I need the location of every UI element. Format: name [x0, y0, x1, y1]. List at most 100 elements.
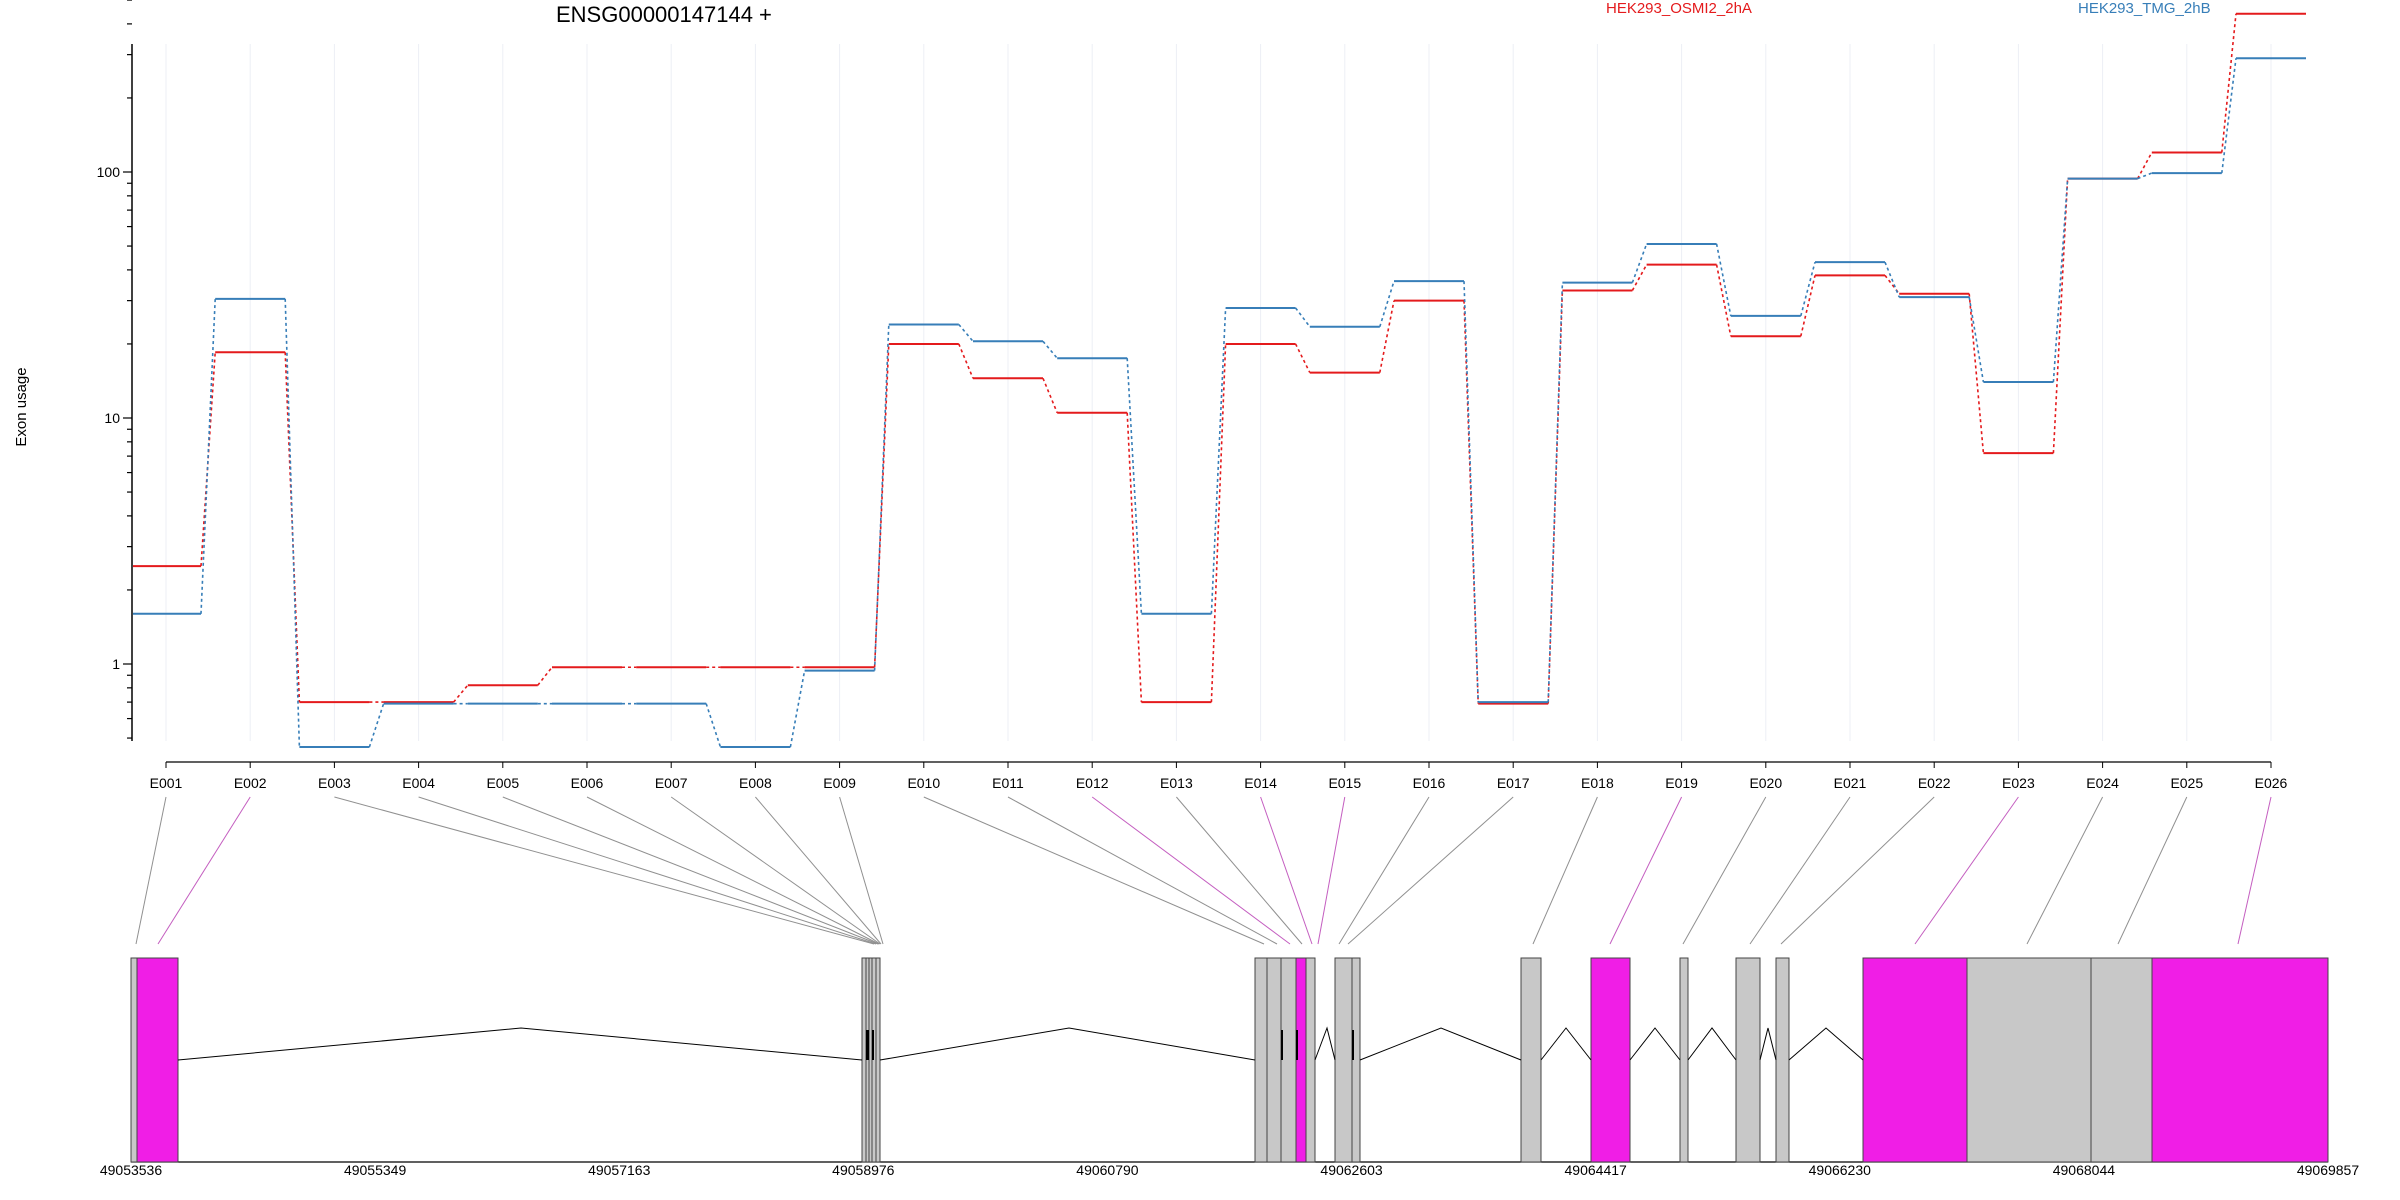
x-tick-label-e004: E004	[402, 775, 435, 791]
grid-lines	[165, 44, 2272, 741]
connector-line	[839, 796, 884, 945]
genomic-tick-label: 49064417	[1565, 1162, 1628, 1178]
genomic-tick-label: 49069857	[2297, 1162, 2360, 1178]
connector-line	[1007, 796, 1278, 945]
series-1-transition	[1547, 282, 1564, 703]
connector-line	[1347, 796, 1514, 945]
x-tick-label-e025: E025	[2170, 775, 2203, 791]
genomic-tick-label: 49062603	[1320, 1162, 1383, 1178]
exon-box	[1735, 957, 1761, 1163]
connector-line	[2237, 796, 2272, 945]
intron-line	[1540, 1027, 1592, 1061]
intron-line	[177, 1027, 863, 1061]
series-0-transition	[1294, 343, 1311, 373]
x-tick-label-e006: E006	[571, 775, 604, 791]
x-tick-label-e003: E003	[318, 775, 351, 791]
x-tick-label-e008: E008	[739, 775, 772, 791]
series-1-transition	[1968, 296, 1985, 383]
intron-line	[1687, 1027, 1737, 1061]
exon-box-dark	[1352, 1030, 1354, 1060]
exon-box-dark	[1296, 1030, 1298, 1060]
series-1-transition	[1379, 280, 1395, 327]
y-tick-label: 1	[112, 656, 120, 672]
series-1-transition	[1631, 243, 1648, 283]
y-axis-label: Exon usage	[13, 367, 30, 446]
exon-connectors	[135, 796, 2272, 945]
connector-line	[670, 796, 881, 945]
series-0-transition	[958, 343, 974, 379]
genomic-tick-label: 49068044	[2053, 1162, 2116, 1178]
series-0-transition	[1800, 275, 1816, 337]
x-tick-label-e002: E002	[234, 775, 267, 791]
x-tick-label-e020: E020	[1749, 775, 1782, 791]
x-tick-label-e001: E001	[150, 775, 183, 791]
legend-entry-tmg: HEK293_TMG_2hB	[2078, 0, 2211, 17]
x-tick-label-e011: E011	[992, 775, 1024, 791]
series-0-transition	[1042, 377, 1058, 414]
series-1-transition	[1126, 358, 1143, 614]
x-tick-label-e018: E018	[1581, 775, 1614, 791]
series-0-transition	[452, 684, 469, 703]
series-1-transition	[1294, 307, 1311, 328]
connector-line	[923, 796, 1265, 945]
x-tick-label-e007: E007	[655, 775, 688, 791]
connector-line	[135, 796, 167, 945]
x-tick-label-e015: E015	[1328, 775, 1361, 791]
series-1-transition	[1884, 261, 1900, 298]
series-0-transition	[1715, 264, 1732, 337]
exon-box	[1254, 957, 1268, 1163]
axes: 1 10 100 E001 E002 E003 E004 E005 E006 E007 E008 E0…	[97, 0, 2360, 1178]
genomic-tick-label: 49066230	[1809, 1162, 1872, 1178]
connector-line	[1176, 796, 1303, 945]
series-1-transition	[1463, 281, 1479, 703]
connector-line	[1091, 796, 1291, 945]
x-tick-label-e024: E024	[2086, 775, 2119, 791]
genomic-tick-label: 49057163	[588, 1162, 651, 1178]
exon-box	[1966, 957, 2092, 1163]
y-tick-label: 10	[104, 410, 120, 426]
exon-box-dark	[866, 1030, 869, 1060]
connector-line	[2026, 796, 2104, 945]
series-0-transition	[2136, 152, 2153, 179]
series-1-transition	[284, 298, 301, 747]
genomic-tick-label: 49055349	[344, 1162, 407, 1178]
connector-line	[502, 796, 879, 945]
series-0-transition	[200, 352, 216, 567]
series-lines	[133, 12, 2306, 748]
connector-line	[1682, 796, 1767, 945]
x-tick-label-e013: E013	[1160, 775, 1193, 791]
y-tick-label: 100	[97, 164, 121, 180]
exon-box	[1280, 957, 1297, 1163]
series-1	[133, 57, 2306, 748]
x-tick-label-e014: E014	[1244, 775, 1277, 791]
connector-line	[1914, 796, 2019, 945]
x-tick-label-e016: E016	[1413, 775, 1446, 791]
series-1-transition	[1715, 243, 1732, 317]
connector-line	[1749, 796, 1851, 945]
exon-box	[1305, 957, 1316, 1163]
intron-line	[1629, 1027, 1681, 1061]
series-0-transition	[1631, 264, 1648, 291]
legend-entry-osmi2: HEK293_OSMI2_2hA	[1606, 0, 1752, 17]
series-0-transition	[2221, 13, 2237, 153]
connector-line	[1532, 796, 1598, 945]
genomic-tick-label: 49060790	[1076, 1162, 1139, 1178]
series-1-transition	[2221, 58, 2237, 174]
exon-box-dark	[1281, 1030, 1283, 1060]
connector-line	[1609, 796, 1683, 945]
genomic-tick-label: 49058976	[832, 1162, 895, 1178]
series-1-transition	[873, 324, 890, 671]
exon-box	[1775, 957, 1790, 1163]
series-0-transition	[537, 666, 553, 686]
series-0-transition	[1379, 300, 1395, 373]
exon-box	[1520, 957, 1542, 1163]
exon-box	[875, 957, 881, 1163]
x-tick-label-e009: E009	[823, 775, 856, 791]
intron-line	[1314, 1026, 1336, 1061]
connector-line	[1260, 796, 1313, 945]
series-1-transition	[2137, 172, 2153, 180]
exon-box	[1679, 957, 1689, 1163]
exon-box	[2151, 957, 2329, 1163]
series-0-transition	[1210, 343, 1227, 703]
